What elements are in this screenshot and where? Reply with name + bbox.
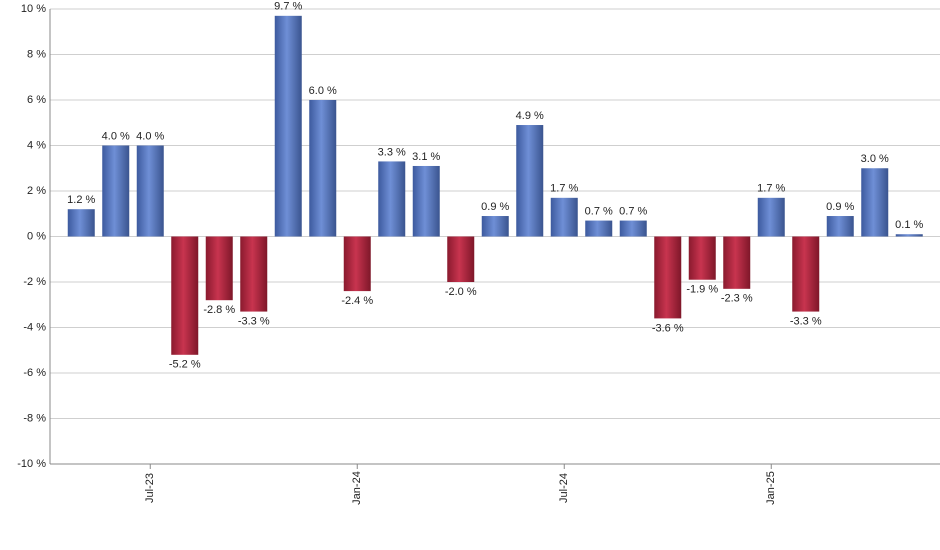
y-tick-label: 10 % <box>21 3 46 15</box>
value-label: 4.0 % <box>136 130 164 142</box>
bar <box>826 216 854 237</box>
value-label: 0.1 % <box>895 219 923 231</box>
value-label: -1.9 % <box>686 284 718 296</box>
value-label: 4.9 % <box>516 110 544 122</box>
y-tick-label: -8 % <box>23 412 46 424</box>
bar <box>378 161 406 237</box>
bar <box>240 236 268 312</box>
x-tick-label: Jan-25 <box>765 471 777 505</box>
bar <box>171 236 199 355</box>
value-label: 1.2 % <box>67 194 95 206</box>
bar <box>654 236 682 319</box>
bar <box>516 125 544 237</box>
y-tick-label: -2 % <box>23 276 46 288</box>
bar <box>67 209 95 237</box>
bar <box>861 168 889 237</box>
y-tick-label: 6 % <box>27 94 46 106</box>
x-tick-label: Jan-24 <box>351 471 363 505</box>
value-label: 3.1 % <box>412 151 440 163</box>
y-tick-label: 0 % <box>27 230 46 242</box>
value-label: 3.0 % <box>861 153 889 165</box>
y-tick-label: -10 % <box>17 458 46 470</box>
value-label: 6.0 % <box>309 85 337 97</box>
bar <box>481 216 509 237</box>
value-label: -3.3 % <box>790 315 822 327</box>
bar <box>550 197 578 237</box>
bar <box>205 236 233 301</box>
value-label: 1.7 % <box>550 183 578 195</box>
bar <box>343 236 371 292</box>
value-label: 0.7 % <box>619 205 647 217</box>
value-label: 0.9 % <box>826 201 854 213</box>
value-label: -3.3 % <box>238 315 270 327</box>
value-label: 1.7 % <box>757 183 785 195</box>
bar <box>792 236 820 312</box>
bar <box>688 236 716 280</box>
bar <box>102 145 130 237</box>
bar <box>895 234 923 237</box>
x-tick-label: Jul-23 <box>144 473 156 503</box>
y-tick-label: 2 % <box>27 185 46 197</box>
y-tick-label: 8 % <box>27 48 46 60</box>
bar <box>136 145 164 237</box>
value-label: 9.7 % <box>274 1 302 13</box>
value-label: -3.6 % <box>652 322 684 334</box>
bar <box>757 197 785 237</box>
value-label: -5.2 % <box>169 359 201 371</box>
bar <box>723 236 751 289</box>
bar <box>619 220 647 237</box>
value-label: 0.9 % <box>481 201 509 213</box>
value-label: 3.3 % <box>378 146 406 158</box>
value-label: -2.8 % <box>203 304 235 316</box>
bar <box>447 236 475 282</box>
x-tick-label: Jul-24 <box>558 473 570 503</box>
value-label: 0.7 % <box>585 205 613 217</box>
bar <box>412 165 440 237</box>
y-tick-label: -4 % <box>23 321 46 333</box>
y-tick-label: 4 % <box>27 139 46 151</box>
y-tick-label: -6 % <box>23 367 46 379</box>
value-label: -2.3 % <box>721 293 753 305</box>
value-label: -2.4 % <box>341 295 373 307</box>
value-label: 4.0 % <box>102 130 130 142</box>
bar <box>274 15 302 237</box>
bar <box>309 100 337 237</box>
value-label: -2.0 % <box>445 286 477 298</box>
bar <box>585 220 613 237</box>
